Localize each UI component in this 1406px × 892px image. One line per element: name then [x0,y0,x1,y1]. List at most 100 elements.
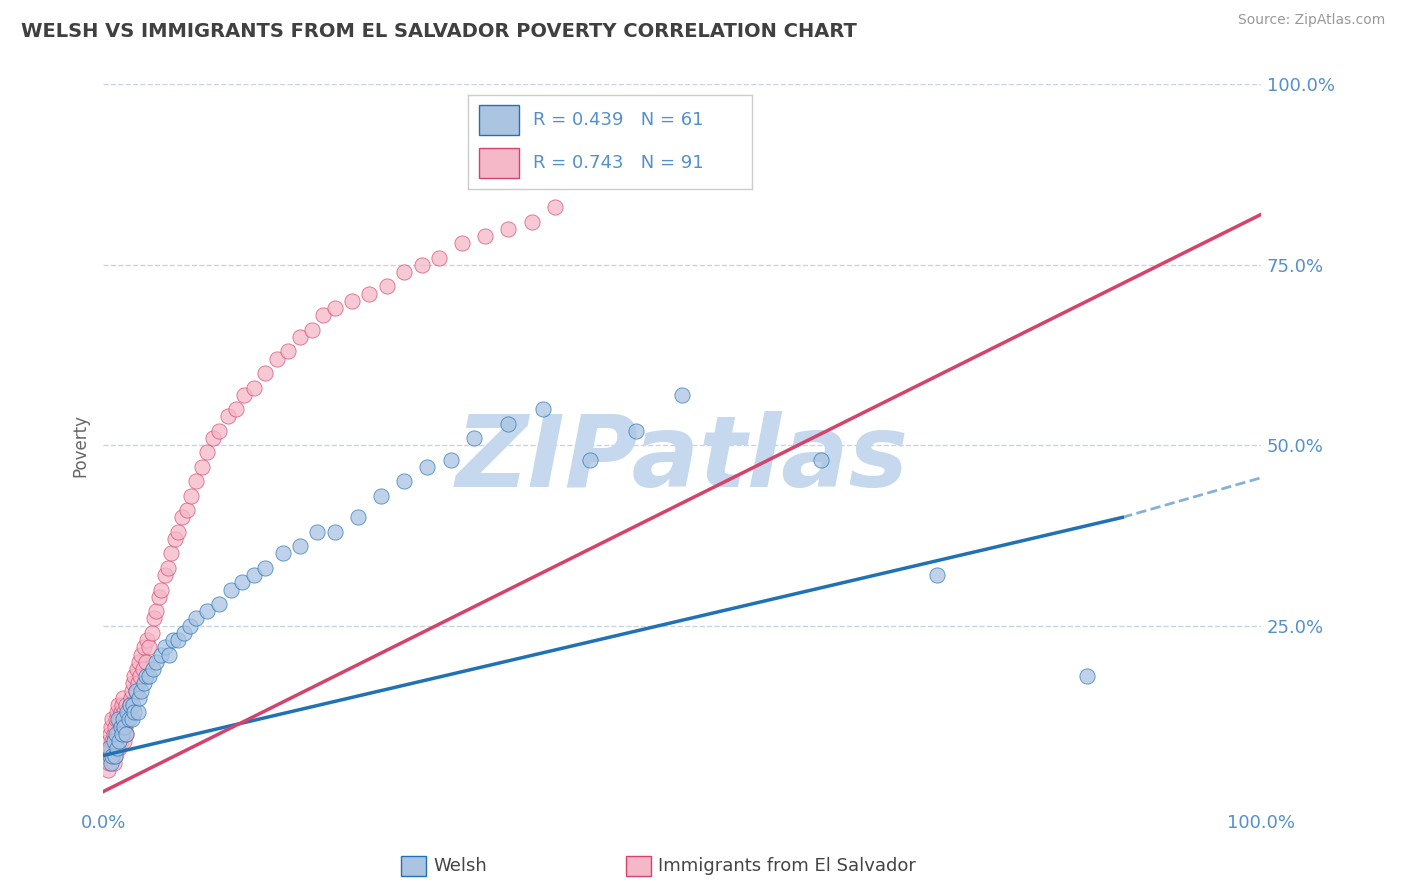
Point [624,424,647,438]
Point [411,258,433,272]
Point [117,713,139,727]
Text: Source: ZipAtlas.com: Source: ZipAtlas.com [1237,13,1385,28]
Point [131,662,153,676]
Point [375,279,398,293]
Point [474,229,496,244]
Point [347,510,370,524]
Point [107,727,129,741]
Point [167,633,190,648]
Point [184,475,207,489]
Point [277,344,299,359]
Point [394,475,416,489]
Point [111,713,134,727]
Point [97,756,120,770]
Point [202,431,225,445]
Point [520,214,543,228]
Point [97,734,120,748]
Point [160,547,183,561]
Point [439,452,461,467]
Point [925,568,948,582]
Point [97,763,120,777]
Point [107,713,129,727]
Point [127,676,149,690]
Point [810,452,832,467]
Point [111,690,134,705]
Point [173,626,195,640]
Point [112,720,135,734]
Point [127,705,149,719]
Point [104,741,127,756]
Point [101,748,124,763]
Text: Immigrants from El Salvador: Immigrants from El Salvador [658,857,915,875]
Point [108,713,131,727]
Point [97,741,120,756]
Point [167,524,190,539]
Point [463,431,485,445]
Point [124,669,146,683]
Point [111,720,134,734]
Point [231,575,253,590]
Point [107,698,129,712]
Point [96,748,118,763]
Point [208,424,231,438]
Point [101,734,124,748]
Point [671,388,693,402]
Point [217,409,239,424]
Point [195,604,218,618]
Point [301,323,323,337]
Point [100,741,122,756]
Point [104,727,127,741]
Point [498,417,520,431]
Text: WELSH VS IMMIGRANTS FROM EL SALVADOR POVERTY CORRELATION CHART: WELSH VS IMMIGRANTS FROM EL SALVADOR POV… [21,22,858,41]
Point [105,705,128,719]
Point [138,640,160,655]
Point [132,640,155,655]
Point [427,251,450,265]
Point [103,734,125,748]
Point [163,532,186,546]
Point [233,388,256,402]
Point [114,720,136,734]
Point [129,669,152,683]
Point [323,301,346,315]
Point [184,611,207,625]
Point [531,402,554,417]
Text: Welsh: Welsh [433,857,486,875]
Point [157,648,180,662]
Point [131,683,153,698]
Point [190,459,212,474]
Point [150,582,173,597]
Point [148,590,170,604]
Point [128,655,150,669]
Y-axis label: Poverty: Poverty [72,414,89,476]
Point [578,452,600,467]
Point [100,720,122,734]
Point [110,720,132,734]
Point [115,698,138,712]
Point [118,698,141,712]
Point [323,524,346,539]
Point [153,568,176,582]
Point [108,741,131,756]
Point [271,547,294,561]
Point [141,626,163,640]
Point [143,611,166,625]
Point [112,734,135,748]
Point [128,690,150,705]
Point [340,293,363,308]
Point [108,734,131,748]
Point [98,748,121,763]
Point [145,604,167,618]
Point [117,705,139,719]
Point [135,655,157,669]
Point [170,510,193,524]
Point [242,568,264,582]
Point [112,705,135,719]
Point [307,524,329,539]
Point [312,309,335,323]
Point [180,489,202,503]
Point [115,727,138,741]
Point [105,734,128,748]
Point [121,713,143,727]
Point [219,582,242,597]
